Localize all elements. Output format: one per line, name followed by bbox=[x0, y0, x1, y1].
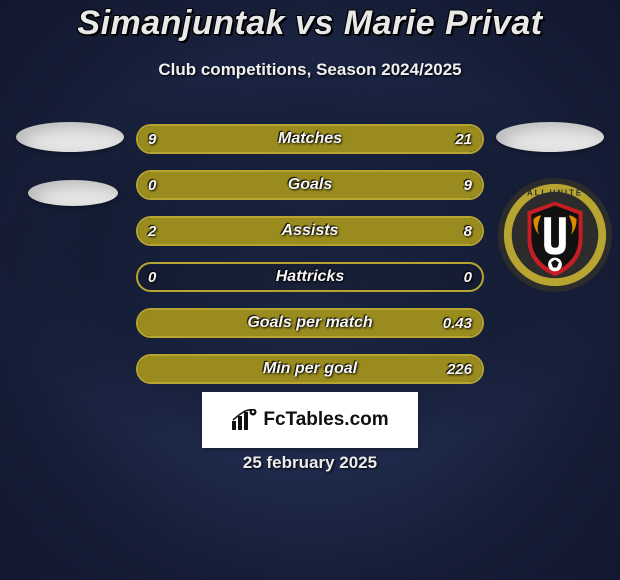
stat-row: Matches9 21 bbox=[136, 124, 484, 154]
stat-value-left: 0 bbox=[148, 262, 156, 292]
player2-club-badge: ALI UNITE bbox=[496, 176, 614, 294]
stat-value-right: 0.43 bbox=[443, 308, 472, 338]
stat-value-left: 0 bbox=[148, 170, 156, 200]
stat-value-right: 8 bbox=[464, 216, 472, 246]
fctables-logo: FcTables.com bbox=[202, 392, 418, 448]
player2-avatars bbox=[490, 122, 610, 152]
comparison-bars: Matches921Goals09Assists28Hattricks00Goa… bbox=[136, 124, 484, 400]
stat-label: Hattricks bbox=[136, 262, 484, 292]
stat-value-right: 9 bbox=[464, 170, 472, 200]
fctables-logo-icon bbox=[231, 409, 257, 431]
stat-row: Hattricks0 0 bbox=[136, 262, 484, 292]
stat-value-right: 0 bbox=[464, 262, 472, 292]
club-badge-icon: ALI UNITE bbox=[496, 176, 614, 294]
stat-label: Goals per match bbox=[136, 308, 484, 338]
date-label: 25 february 2025 bbox=[0, 453, 620, 473]
stat-label: Min per goal bbox=[136, 354, 484, 384]
svg-text:ALI UNITE: ALI UNITE bbox=[527, 189, 583, 198]
logo-text: FcTables.com bbox=[263, 409, 388, 431]
stat-value-right: 21 bbox=[455, 124, 472, 154]
stat-label: Matches bbox=[136, 124, 484, 154]
stat-value-left: 9 bbox=[148, 124, 156, 154]
stat-label: Assists bbox=[136, 216, 484, 246]
stat-row: Goals per match0.43 bbox=[136, 308, 484, 338]
stat-row: Assists2 8 bbox=[136, 216, 484, 246]
stat-value-left: 2 bbox=[148, 216, 156, 246]
stat-label: Goals bbox=[136, 170, 484, 200]
page-title: Simanjuntak vs Marie Privat bbox=[0, 4, 620, 43]
page-subtitle: Club competitions, Season 2024/2025 bbox=[0, 60, 620, 80]
player1-club-placeholder-icon bbox=[28, 180, 118, 206]
stat-value-right: 226 bbox=[447, 354, 472, 384]
player2-avatar-placeholder-icon bbox=[496, 122, 604, 152]
stat-row: Goals0 9 bbox=[136, 170, 484, 200]
stat-row: Min per goal226 bbox=[136, 354, 484, 384]
player1-avatars bbox=[10, 122, 130, 206]
player1-avatar-placeholder-icon bbox=[16, 122, 124, 152]
